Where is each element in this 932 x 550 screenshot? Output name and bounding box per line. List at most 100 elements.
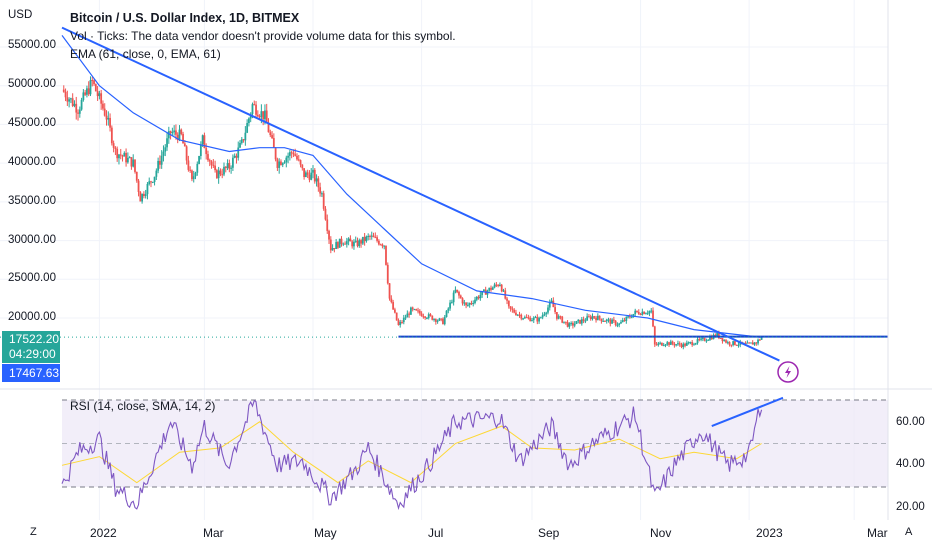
candle (483, 289, 485, 292)
candle (393, 307, 396, 314)
candle (573, 321, 576, 328)
candle (319, 182, 322, 197)
candle (634, 308, 637, 317)
price-tick: 30000.00 (8, 234, 56, 246)
candle (349, 235, 352, 242)
price-tick: 55000.00 (8, 39, 56, 51)
candle (668, 341, 670, 347)
candle (470, 300, 473, 306)
candle (596, 313, 599, 321)
candle (648, 310, 651, 317)
price-tick: 25000.00 (8, 272, 56, 284)
candle (313, 168, 316, 184)
candle (443, 315, 446, 326)
downtrend-line[interactable] (61, 26, 780, 362)
candle (682, 342, 685, 350)
candle (637, 309, 640, 315)
candle (283, 160, 286, 164)
candle (374, 232, 377, 239)
rsi-trendline[interactable] (711, 396, 784, 428)
ema-line (61, 35, 762, 338)
candle (466, 302, 469, 307)
candle (178, 125, 181, 142)
candle (401, 320, 403, 324)
candle (507, 300, 510, 309)
candle (187, 155, 190, 172)
candle (280, 159, 282, 166)
candle (541, 312, 544, 320)
candle (130, 157, 133, 170)
time-tick: Sep (538, 526, 560, 540)
candle (274, 147, 277, 162)
alert-icon[interactable] (777, 361, 799, 383)
candle (310, 168, 313, 181)
candle (442, 317, 444, 325)
candle (296, 153, 298, 161)
candle (689, 341, 692, 345)
candle (358, 238, 361, 248)
candle (450, 299, 453, 304)
candle (434, 318, 437, 325)
candle (657, 341, 660, 347)
candle (392, 299, 395, 310)
candle (228, 159, 231, 173)
candle (70, 97, 72, 104)
candle (757, 338, 759, 346)
candle (278, 158, 281, 174)
candle (429, 313, 432, 317)
volume-legend[interactable]: Vol · Ticks: The data vendor doesn't pro… (70, 29, 456, 43)
candle (543, 311, 546, 317)
candle (607, 317, 610, 323)
candle (326, 214, 329, 234)
candle (256, 110, 259, 118)
candle (445, 310, 448, 318)
symbol-title[interactable]: Bitcoin / U.S. Dollar Index, 1D, BITMEX (70, 11, 300, 25)
rsi-tick: 20.00 (896, 501, 925, 513)
candle (410, 306, 412, 315)
candle (342, 242, 345, 247)
candle (288, 149, 291, 161)
ema-legend[interactable]: EMA (61, close, 0, EMA, 61) (70, 47, 221, 61)
candle (230, 165, 233, 174)
candle (557, 314, 560, 320)
candle (472, 300, 475, 307)
candle (176, 132, 179, 144)
candle (620, 319, 622, 324)
candle (166, 132, 168, 151)
crosshair-price-tag: 17467.63 (2, 364, 60, 382)
candle (381, 243, 384, 249)
price-tick: 40000.00 (8, 156, 56, 168)
candle (185, 145, 188, 165)
candle (623, 317, 626, 322)
candle (636, 310, 638, 313)
candle (518, 311, 521, 318)
candle (618, 322, 621, 328)
candle (171, 127, 174, 136)
candle (110, 125, 113, 146)
candle (468, 302, 471, 308)
candle (691, 340, 694, 347)
candle (616, 322, 619, 328)
candle (447, 307, 450, 314)
candle (641, 308, 644, 316)
candle (121, 154, 124, 162)
candle (490, 285, 492, 292)
candle (595, 315, 597, 323)
candle (548, 299, 551, 311)
candle (707, 339, 710, 341)
candle (431, 315, 434, 321)
candle (696, 337, 699, 345)
candle (575, 320, 578, 325)
candle (504, 287, 507, 300)
candle (687, 341, 690, 345)
candle (164, 144, 167, 157)
candle (287, 152, 289, 164)
candle (440, 318, 443, 322)
candle (118, 153, 120, 165)
timezone-icon[interactable]: Z (30, 526, 37, 538)
auto-scale-icon[interactable]: A (905, 526, 913, 538)
rsi-legend[interactable]: RSI (14, close, SMA, 14, 2) (70, 399, 216, 413)
candle (730, 344, 733, 348)
candle (436, 319, 439, 324)
